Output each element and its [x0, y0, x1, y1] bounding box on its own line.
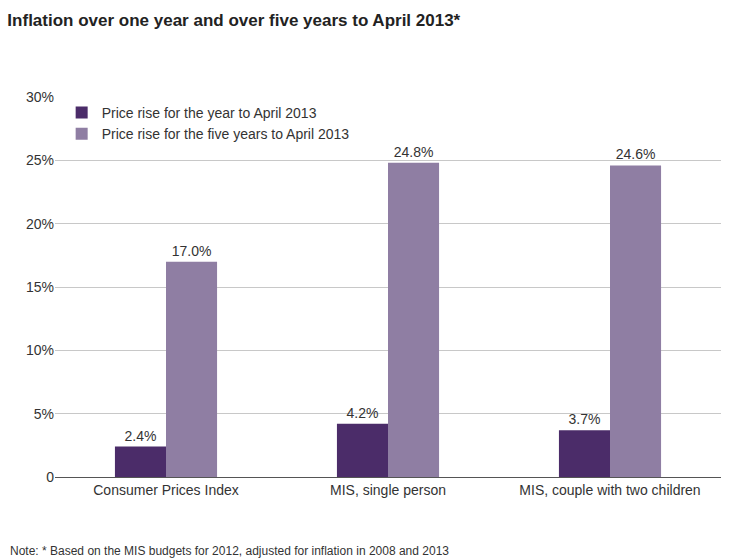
svg-text:15%: 15% [26, 279, 54, 295]
svg-text:Inflation over one year and ov: Inflation over one year and over five ye… [7, 11, 460, 30]
svg-text:0: 0 [46, 469, 54, 485]
svg-text:4.2%: 4.2% [347, 405, 379, 421]
svg-text:20%: 20% [26, 216, 54, 232]
svg-text:25%: 25% [26, 152, 54, 168]
svg-text:Note: * Based on the MIS budge: Note: * Based on the MIS budgets for 201… [10, 544, 449, 558]
svg-text:3.7%: 3.7% [569, 411, 601, 427]
svg-text:MIS, couple with two children: MIS, couple with two children [519, 482, 700, 498]
svg-text:5%: 5% [34, 406, 54, 422]
svg-text:Price rise for the year to Apr: Price rise for the year to April 2013 [102, 105, 317, 121]
svg-text:24.8%: 24.8% [394, 144, 434, 160]
svg-text:2.4%: 2.4% [125, 428, 157, 444]
svg-text:Consumer Prices Index: Consumer Prices Index [93, 482, 239, 498]
svg-text:10%: 10% [26, 342, 54, 358]
svg-text:30%: 30% [26, 89, 54, 105]
svg-text:MIS, single person: MIS, single person [330, 482, 446, 498]
svg-text:Price rise for the five years: Price rise for the five years to April 2… [102, 126, 350, 142]
svg-text:17.0%: 17.0% [172, 243, 212, 259]
svg-text:24.6%: 24.6% [616, 146, 656, 162]
